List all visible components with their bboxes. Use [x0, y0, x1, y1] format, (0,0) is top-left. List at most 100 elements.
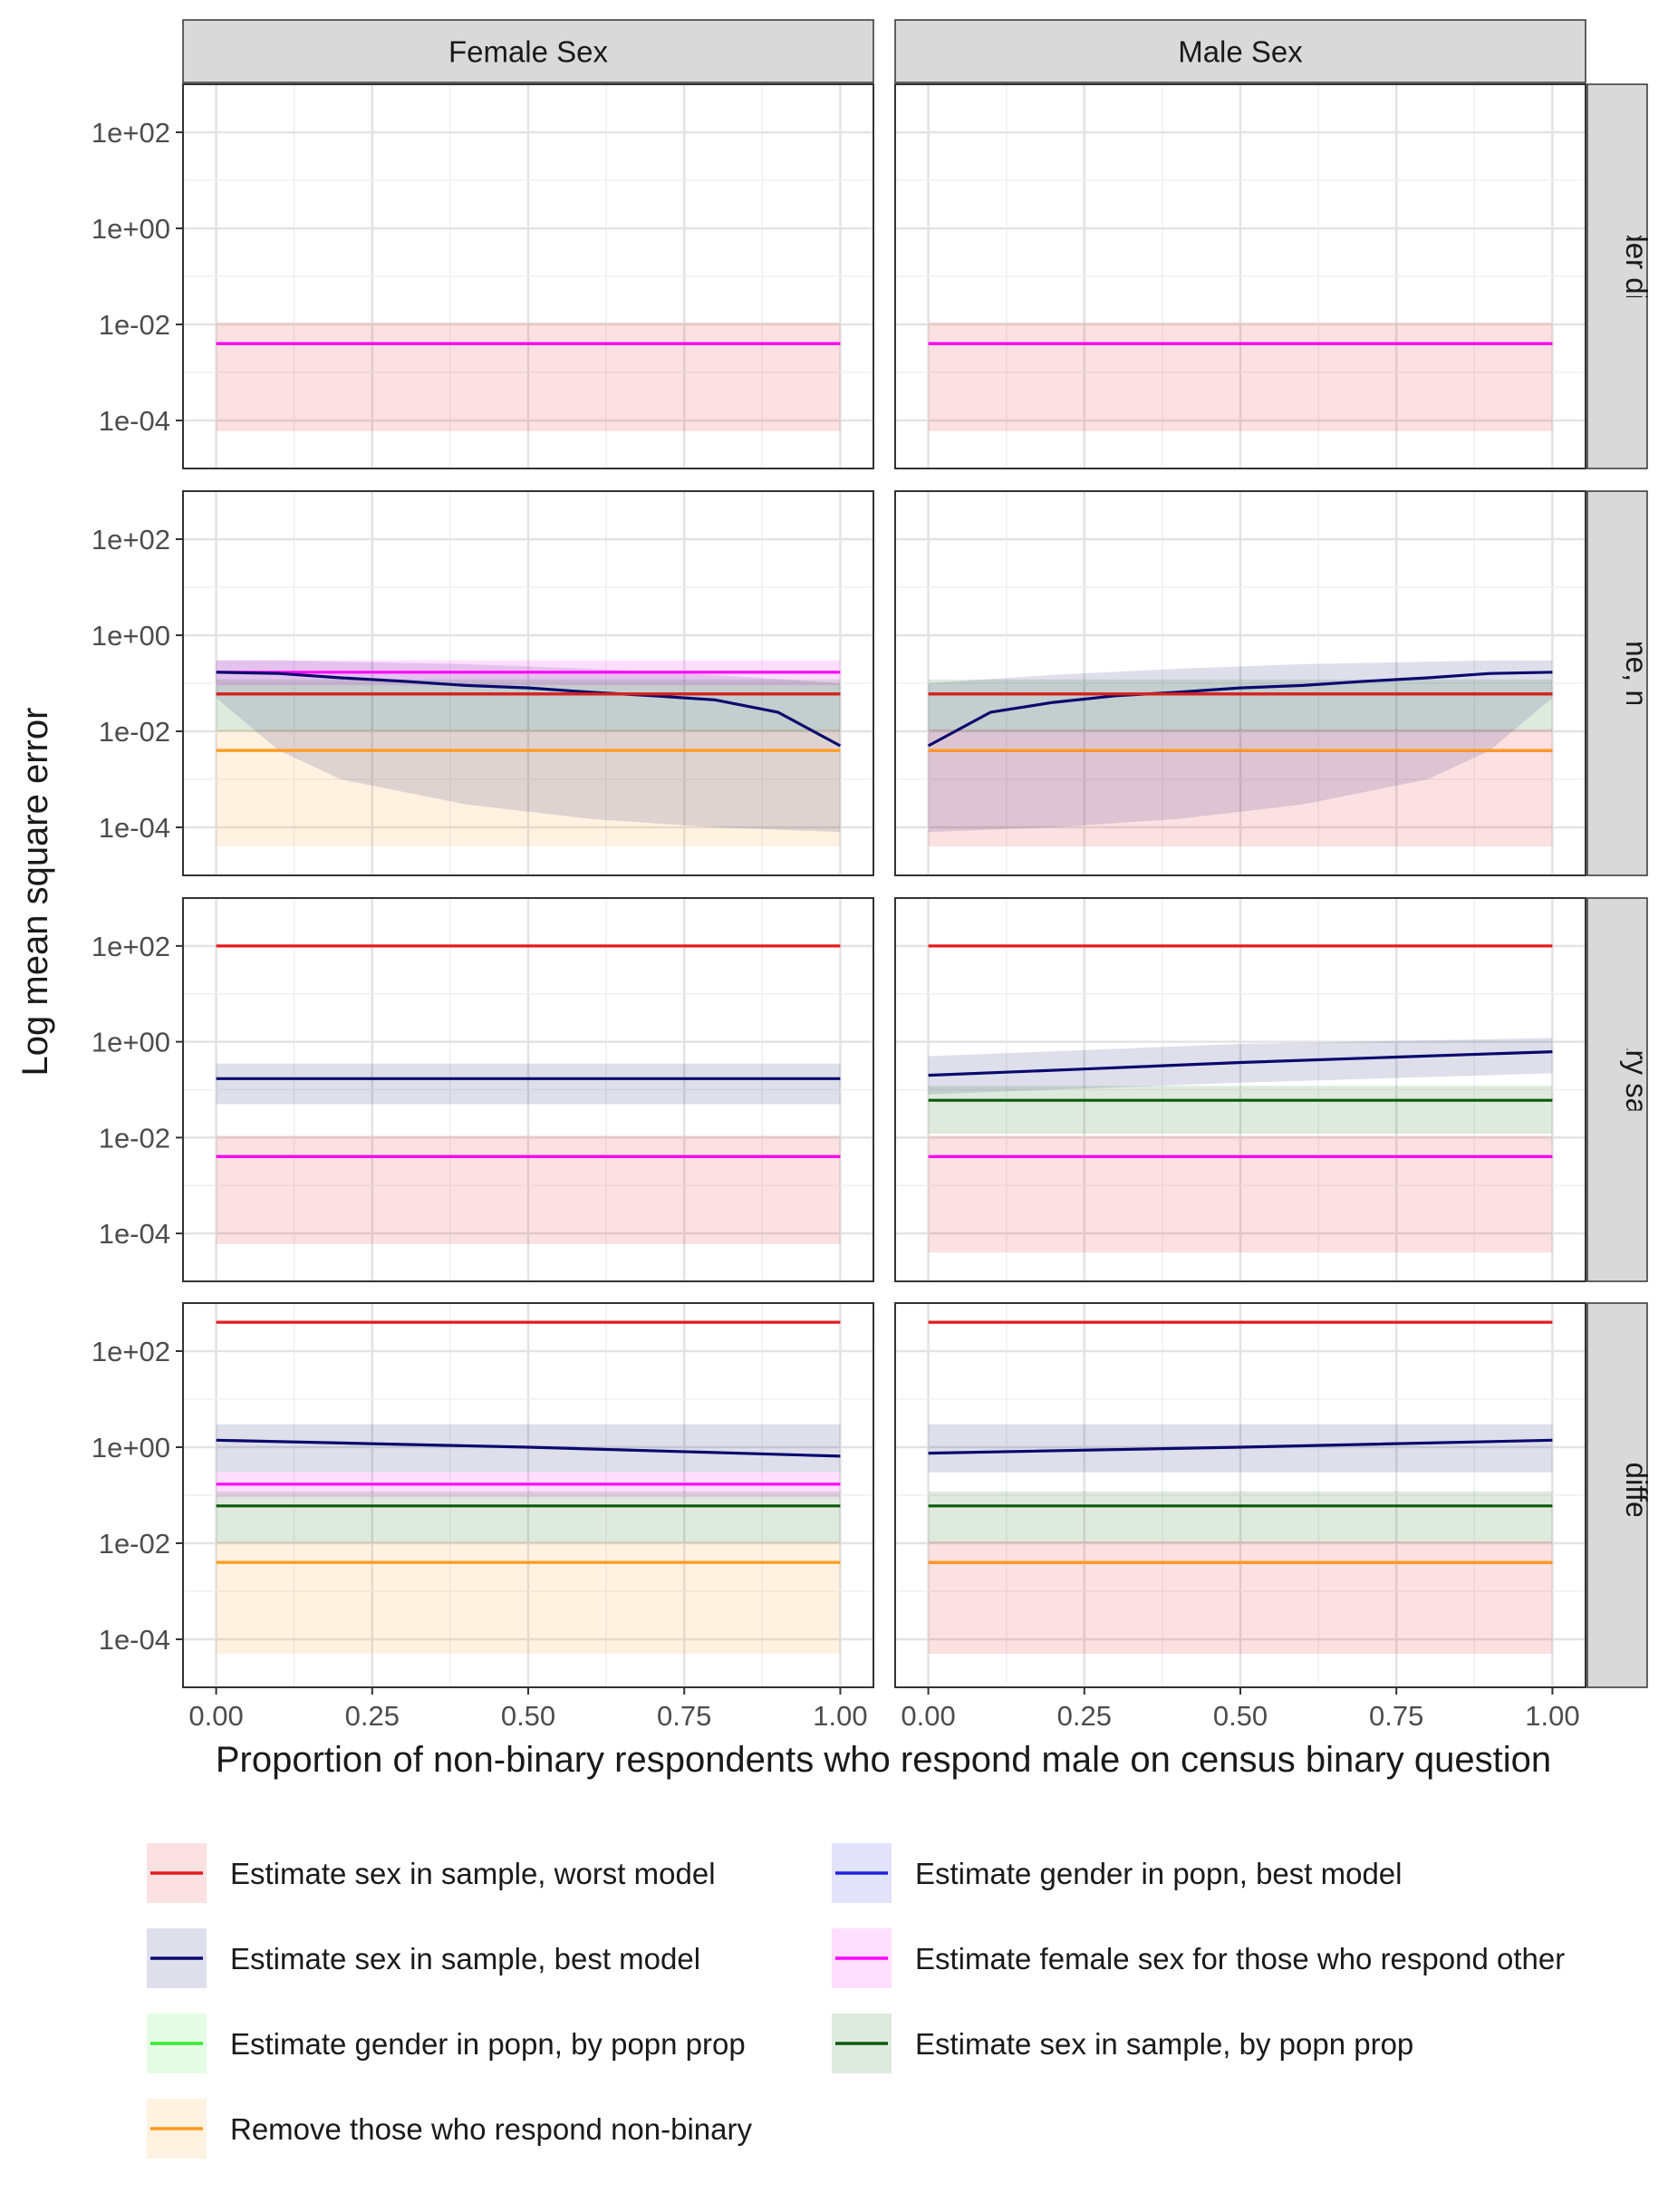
legend-item: Estimate gender in popn, best model: [832, 1843, 1403, 1903]
facet-strip-row-label: All different: [1620, 1421, 1654, 1570]
panel-border: [894, 897, 1586, 1282]
legend-label: Estimate gender in popn, by popn prop: [230, 2027, 746, 2061]
facet-strip-row-label: emale same, non-binary d: [1620, 510, 1654, 856]
line-best: [928, 1050, 1553, 1077]
panel: [894, 897, 1586, 1282]
legend-label: Estimate sex in sample, by popn prop: [915, 2027, 1413, 2061]
x-tick-label: 0.50: [1213, 1700, 1268, 1732]
y-tick-label: 1e-02: [99, 1122, 170, 1154]
facet-strip-column-label: Female Sex: [448, 35, 609, 69]
ribbon-worst: [928, 1135, 1553, 1253]
ribbon-sex_prop: [928, 679, 1553, 731]
ribbon-sex_prop: [928, 1086, 1553, 1135]
y-tick-label: 1e-02: [99, 1528, 170, 1560]
panel: [182, 83, 874, 469]
facet-strip-row: [1586, 83, 1648, 469]
y-tick-label: 1e+02: [92, 1336, 170, 1367]
panel-content: [928, 944, 1553, 1253]
panel-content: [216, 1320, 841, 1654]
y-tick-label: 1e+00: [92, 213, 170, 245]
gridlines: [183, 84, 873, 468]
panel: [182, 897, 874, 1282]
legend-item: Estimate gender in popn, by popn prop: [147, 2014, 746, 2073]
ribbon-worst: [928, 322, 1553, 431]
panel: [894, 83, 1586, 469]
y-tick-label: 1e+00: [92, 1027, 170, 1058]
panel-content: [216, 322, 841, 431]
y-tick-label: 1e+00: [92, 620, 170, 652]
panel: [894, 490, 1586, 876]
panel-content: [927, 660, 1553, 847]
ribbon-best: [928, 660, 1553, 833]
panel-content: [928, 322, 1553, 431]
legend-item: Remove those who respond non-binary: [147, 2099, 753, 2159]
x-axis-title: Proportion of non-binary respondents who…: [216, 1740, 1551, 1780]
ribbon-best: [216, 660, 841, 833]
panel: [182, 490, 874, 876]
line-best: [927, 671, 1553, 748]
y-tick-label: 1e-04: [99, 1218, 170, 1250]
x-tick-label: 0.75: [1369, 1700, 1423, 1732]
ribbon-worst: [928, 1541, 1553, 1654]
panel-border: [182, 490, 874, 876]
x-tick-label: 0.50: [501, 1700, 555, 1732]
gridlines: [183, 491, 873, 875]
legend-item: Estimate female sex for those who respon…: [832, 1928, 1565, 1988]
panel-border: [894, 490, 1586, 876]
facet-strip-row-label: , non-binary same, male d: [1620, 917, 1654, 1263]
legend-label: Estimate sex in sample, best model: [230, 1942, 700, 1975]
facet-strip-column: [182, 19, 874, 83]
panel-border: [182, 897, 874, 1282]
x-tick-label: 0.00: [188, 1700, 243, 1732]
ribbon-best: [216, 1063, 841, 1105]
line-best: [216, 671, 842, 748]
gridlines: [895, 491, 1586, 875]
y-tick-label: 1e+02: [92, 931, 170, 962]
legend-label: Estimate gender in popn, best model: [915, 1857, 1403, 1890]
x-tick-label: 1.00: [1525, 1700, 1579, 1732]
ribbon-worst: [216, 322, 841, 431]
ribbon-worst: [928, 729, 1553, 847]
gridlines: [895, 1303, 1586, 1687]
facet-strip-row: [1586, 490, 1648, 876]
y-tick-label: 1e-04: [99, 405, 170, 437]
y-tick-label: 1e-04: [99, 1624, 170, 1656]
facet-strip-column-label: Male Sex: [1178, 35, 1303, 69]
line-best: [216, 1438, 841, 1458]
legend-label: Estimate female sex for those who respon…: [915, 1942, 1565, 1975]
x-tick-label: 0.25: [345, 1700, 400, 1732]
panel: [182, 1302, 874, 1688]
y-tick-label: 1e-04: [99, 812, 170, 844]
y-tick-label: 1e-02: [99, 716, 170, 748]
y-tick-label: 1e+02: [92, 524, 170, 555]
legend-label: Remove those who respond non-binary: [230, 2112, 753, 2146]
legend-label: Estimate sex in sample, worst model: [230, 1857, 716, 1890]
facet-strip-column: [894, 19, 1586, 83]
facet-strip-row: [1586, 1302, 1648, 1688]
ribbon-sex_prop: [216, 679, 841, 731]
ribbon-remove: [216, 729, 841, 847]
panel-content: [216, 660, 842, 847]
facet-strip-row-label: No gender differences: [1620, 130, 1654, 423]
panels: Female Sex Male Sex No gender differences e…: [92, 19, 1654, 1732]
panel-content: [216, 944, 841, 1244]
gridlines: [895, 898, 1586, 1281]
x-tick-label: 1.00: [813, 1700, 867, 1732]
ribbon-sex_prop: [928, 1491, 1553, 1543]
line-best: [928, 1438, 1553, 1455]
legend-item: Estimate sex in sample, by popn prop: [832, 2014, 1413, 2073]
panel: [894, 1302, 1586, 1688]
panel-border: [182, 83, 874, 469]
legend-item: Estimate sex in sample, best model: [147, 1928, 700, 1988]
legend: Estimate sex in sample, worst model Estim…: [147, 1843, 1565, 2159]
gridlines: [895, 84, 1586, 468]
ribbon-worst: [216, 1135, 841, 1244]
y-tick-label: 1e-02: [99, 309, 170, 341]
x-tick-label: 0.75: [657, 1700, 711, 1732]
gridlines: [183, 1303, 873, 1687]
y-axis-title: Log mean square error: [15, 708, 55, 1077]
panel-border: [894, 83, 1586, 469]
ribbon-sex_prop: [216, 1491, 841, 1543]
panel-content: [928, 1320, 1553, 1654]
